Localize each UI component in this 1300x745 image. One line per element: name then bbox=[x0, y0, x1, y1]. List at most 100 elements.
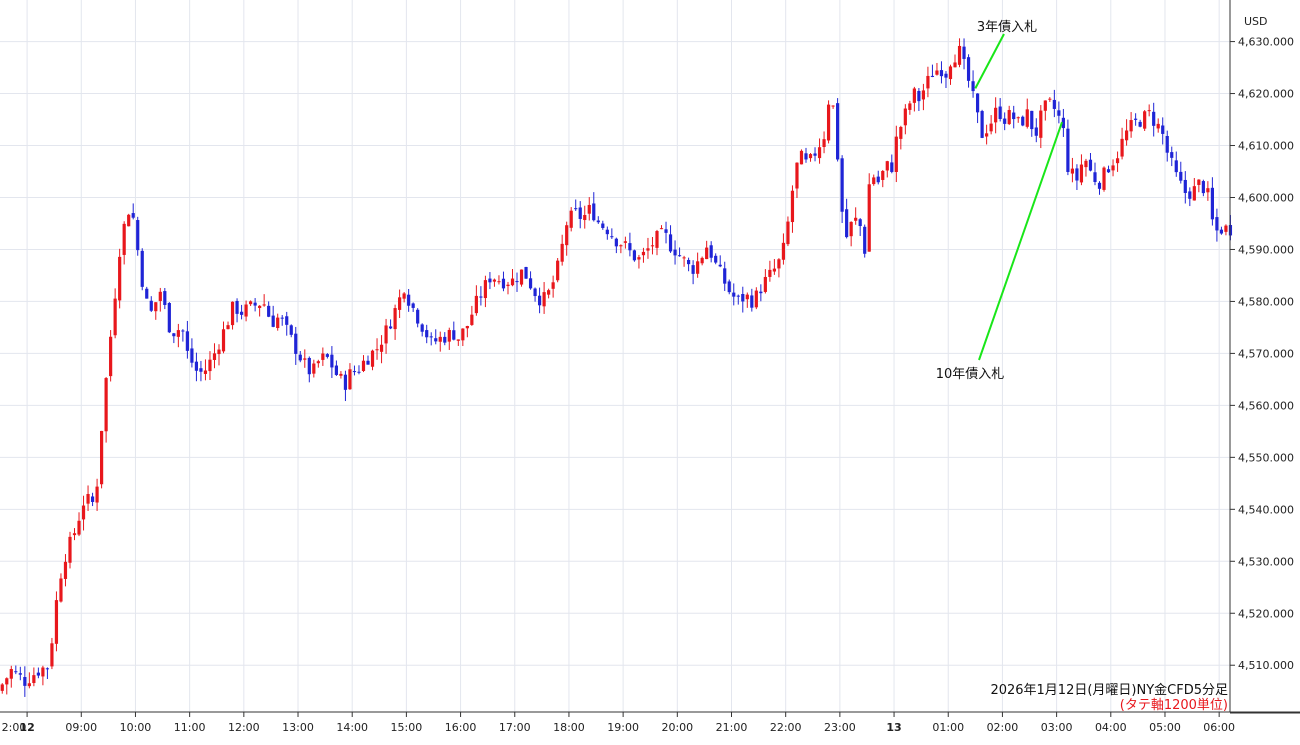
x-tick-label: 2:00 bbox=[2, 721, 27, 734]
candle-body bbox=[1052, 99, 1056, 109]
candle-body bbox=[1079, 164, 1084, 183]
candle-body bbox=[894, 136, 898, 172]
candle-body bbox=[601, 223, 605, 228]
candle-body bbox=[1102, 167, 1106, 190]
candle-body bbox=[845, 209, 849, 238]
candle-body bbox=[867, 184, 871, 252]
candle-body bbox=[262, 304, 266, 306]
x-tick-label: 17:00 bbox=[499, 721, 531, 734]
candle-body bbox=[610, 236, 614, 238]
candle-body bbox=[854, 217, 858, 221]
candle-body bbox=[948, 66, 953, 80]
candle-body bbox=[709, 245, 713, 258]
candle-body bbox=[136, 220, 140, 251]
x-tick-label: 11:00 bbox=[174, 721, 206, 734]
candle-body bbox=[361, 360, 366, 372]
candle-body bbox=[185, 331, 189, 351]
candle-body bbox=[876, 176, 880, 183]
candle-body bbox=[1197, 179, 1201, 185]
y-tick-label: 4,510.000 bbox=[1238, 659, 1294, 672]
candle-body bbox=[321, 353, 325, 360]
candle-body bbox=[619, 245, 623, 247]
candle-body bbox=[1215, 217, 1219, 231]
candle-body bbox=[732, 292, 736, 297]
candle-body bbox=[1012, 112, 1016, 120]
candle-body bbox=[1210, 187, 1214, 220]
candle-body bbox=[1088, 159, 1093, 171]
candle-body bbox=[646, 248, 650, 251]
candle-body bbox=[1161, 125, 1165, 134]
candle-body bbox=[1003, 118, 1007, 124]
candle-body bbox=[36, 672, 40, 676]
candle-body bbox=[551, 282, 555, 289]
candle-body bbox=[998, 106, 1002, 119]
x-tick-label: 14:00 bbox=[336, 721, 368, 734]
candle-body bbox=[759, 291, 763, 294]
candle-body bbox=[208, 359, 212, 372]
grid bbox=[0, 0, 1235, 717]
candle-body bbox=[673, 249, 677, 256]
y-tick-label: 4,630.000 bbox=[1238, 36, 1294, 49]
candle-body bbox=[420, 324, 424, 332]
x-tick-label: 03:00 bbox=[1041, 721, 1073, 734]
candle-body bbox=[483, 280, 488, 299]
candle-body bbox=[1111, 165, 1115, 171]
candle-body bbox=[1066, 128, 1070, 172]
candle-body bbox=[1224, 225, 1228, 232]
candle-body bbox=[745, 294, 749, 300]
candle-body bbox=[176, 330, 180, 337]
candle-body bbox=[479, 296, 483, 298]
candle-body bbox=[411, 303, 415, 308]
candle-body bbox=[781, 242, 786, 260]
candle-body bbox=[54, 600, 59, 644]
candle-body bbox=[45, 668, 50, 670]
candle-body bbox=[605, 229, 609, 235]
x-tick-label: 12 bbox=[19, 721, 34, 734]
candle-body bbox=[438, 336, 442, 342]
y-tick-label: 4,610.000 bbox=[1238, 140, 1294, 153]
candle-body bbox=[312, 363, 316, 374]
candle-body bbox=[777, 259, 781, 269]
candle-body bbox=[425, 330, 429, 338]
candle-body bbox=[325, 354, 329, 357]
candle-body bbox=[799, 150, 804, 165]
candle-body bbox=[980, 111, 984, 138]
candle-body bbox=[81, 505, 86, 520]
candle-body bbox=[953, 62, 957, 68]
candle-body bbox=[127, 214, 131, 227]
x-tick-label: 13 bbox=[886, 721, 901, 734]
chart-caption: 2026年1月12日(月曜日)NY金CFD5分足 bbox=[990, 682, 1228, 698]
candle-body bbox=[687, 259, 691, 265]
candle-body bbox=[41, 667, 45, 677]
candle-body bbox=[497, 281, 501, 283]
candle-body bbox=[817, 147, 822, 159]
candle-body bbox=[700, 257, 704, 264]
candle-body bbox=[935, 70, 939, 75]
candle-body bbox=[343, 374, 348, 390]
y-tick-label: 4,520.000 bbox=[1238, 607, 1294, 620]
x-tick-label: 19:00 bbox=[607, 721, 639, 734]
candle-body bbox=[488, 278, 492, 283]
candle-body bbox=[167, 302, 171, 333]
candle-body bbox=[736, 295, 740, 297]
candle-body bbox=[1057, 110, 1061, 116]
candle-body bbox=[258, 305, 262, 309]
candle-body bbox=[1134, 118, 1138, 120]
candle-body bbox=[962, 46, 966, 59]
y-tick-label: 4,530.000 bbox=[1238, 555, 1294, 568]
candle-body bbox=[1124, 130, 1129, 141]
candle-body bbox=[230, 301, 235, 326]
x-tick-label: 18:00 bbox=[553, 721, 585, 734]
candle-body bbox=[592, 203, 596, 221]
candle-body bbox=[723, 268, 727, 284]
candle-body bbox=[402, 293, 406, 299]
candle-body bbox=[659, 228, 664, 230]
candle-body bbox=[398, 297, 402, 310]
candle-body bbox=[285, 316, 289, 325]
candle-body bbox=[1165, 135, 1169, 153]
candle-body bbox=[72, 533, 77, 536]
candle-body bbox=[1084, 160, 1088, 168]
candle-body bbox=[727, 281, 731, 293]
candle-body bbox=[253, 302, 257, 306]
